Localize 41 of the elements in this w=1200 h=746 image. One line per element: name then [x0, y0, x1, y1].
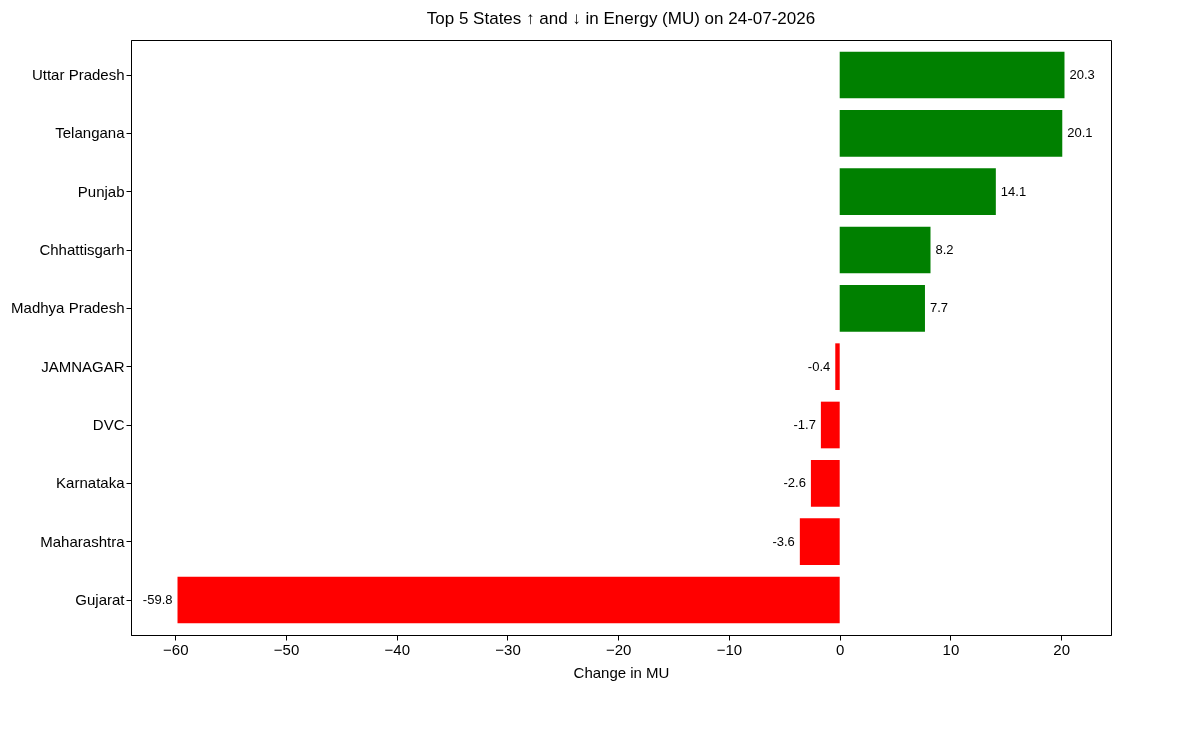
x-tick-label: 20: [1053, 640, 1071, 658]
bar: [799, 518, 840, 565]
y-tick-label: Gujarat: [75, 591, 126, 608]
bar: [839, 285, 925, 332]
x-tick-label: 10: [942, 640, 960, 658]
y-tick-label: Chhattisgarh: [39, 241, 125, 258]
x-tick-label: 0: [836, 640, 845, 658]
y-tick-label: Madhya Pradesh: [11, 299, 125, 317]
y-tick-label: DVC: [92, 416, 125, 433]
x-axis-title: Change in MU: [573, 663, 670, 681]
data-label: -0.4: [807, 358, 831, 374]
bar: [839, 110, 1063, 157]
y-tick-label: Telangana: [55, 124, 126, 142]
y-tick-label: Maharashtra: [40, 532, 126, 550]
data-label: -59.8: [142, 592, 173, 607]
y-tick-label: Karnataka: [56, 474, 126, 492]
x-tick-label: −20: [606, 640, 632, 658]
data-label: 20.3: [1069, 67, 1095, 82]
bar: [810, 460, 840, 507]
bar: [820, 401, 840, 449]
bar: [839, 168, 996, 215]
y-tick-label: JAMNAGAR: [41, 357, 125, 375]
bar: [835, 343, 840, 390]
x-tick-label: −60: [163, 640, 189, 658]
x-tick-label: −10: [716, 640, 743, 658]
bar: [177, 576, 840, 624]
data-label: 14.1: [1000, 183, 1027, 199]
data-label: 8.2: [935, 242, 954, 257]
bar: [839, 226, 931, 274]
x-tick-label: −50: [273, 640, 300, 658]
data-label: 7.7: [929, 300, 949, 316]
x-tick-label: −30: [495, 640, 521, 658]
data-label: 20.1: [1067, 125, 1093, 141]
data-label: -1.7: [793, 417, 816, 432]
chart-title: Top 5 States ↑ and ↓ in Energy (MU) on 24-07-2026: [426, 9, 816, 28]
y-tick-label: Punjab: [77, 182, 125, 200]
y-tick-label: Uttar Pradesh: [31, 66, 125, 83]
x-tick-label: −40: [384, 640, 410, 658]
data-label: -2.6: [783, 475, 806, 491]
data-label: -3.6: [772, 533, 795, 549]
bar: [839, 51, 1065, 99]
